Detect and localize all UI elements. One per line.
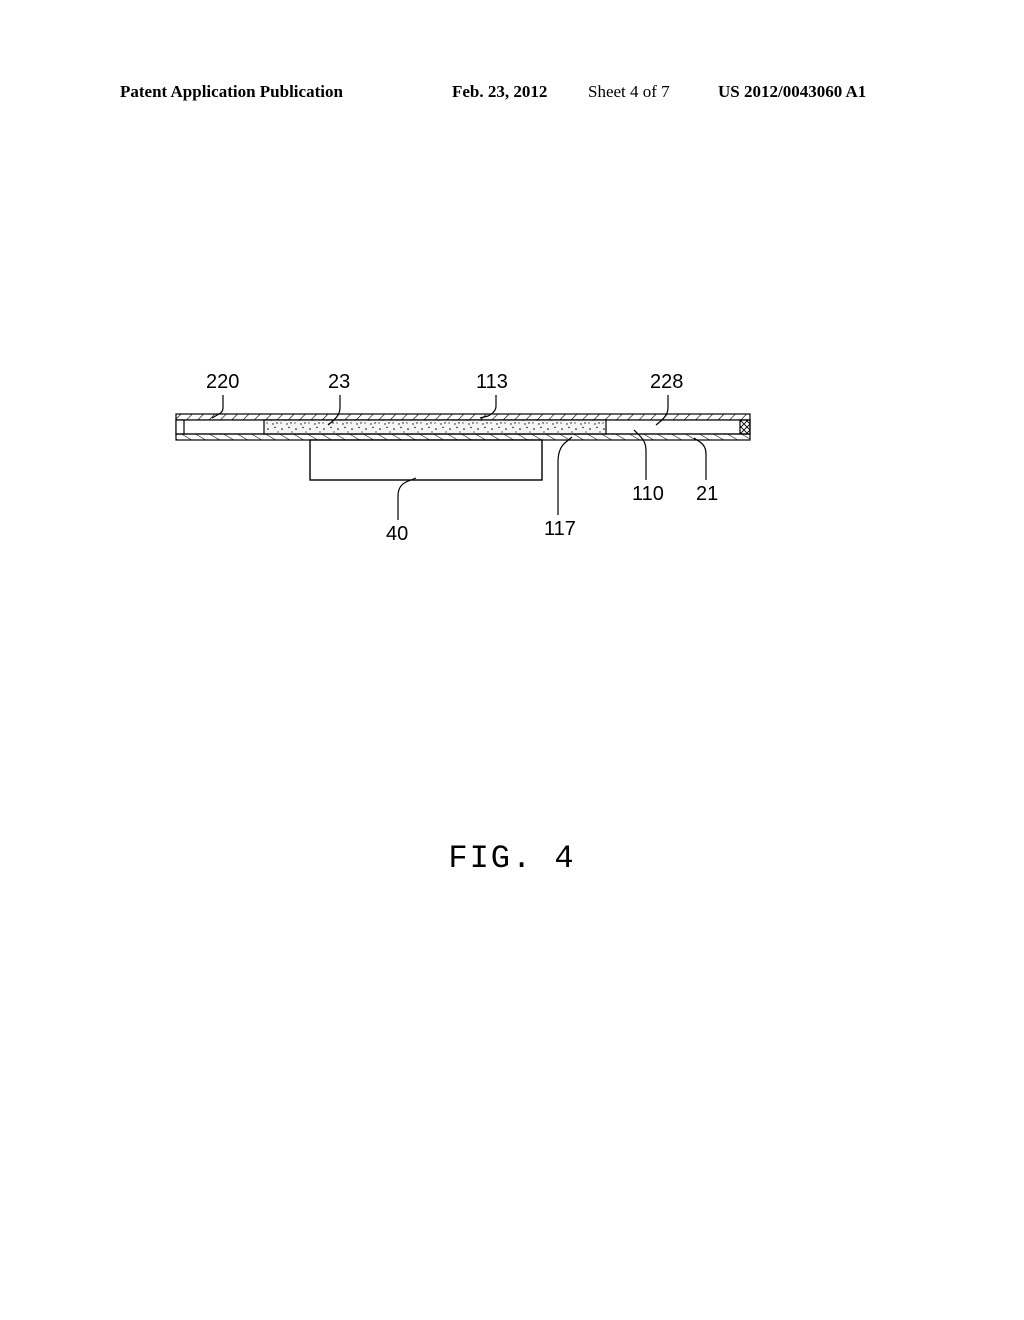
label-113: 113 <box>476 371 508 393</box>
label-228: 228 <box>650 371 683 393</box>
bottom-plate <box>176 434 750 440</box>
label-21: 21 <box>696 483 718 505</box>
publication-label: Patent Application Publication <box>120 82 343 102</box>
figure-4: 220 23 113 228 110 21 117 40 <box>168 370 768 570</box>
lead-40 <box>398 478 416 520</box>
lead-117 <box>558 437 572 515</box>
figure-caption: FIG. 4 <box>0 840 1024 877</box>
label-40: 40 <box>386 523 408 545</box>
wick <box>264 420 606 434</box>
figure-svg: 220 23 113 228 110 21 117 40 <box>168 370 768 580</box>
sheet-info: Sheet 4 of 7 <box>588 82 670 102</box>
publication-number: US 2012/0043060 A1 <box>718 82 866 102</box>
label-220: 220 <box>206 371 239 393</box>
heat-block <box>310 440 542 480</box>
lead-21 <box>694 438 706 480</box>
publication-date: Feb. 23, 2012 <box>452 82 547 102</box>
label-110: 110 <box>632 483 664 505</box>
label-117: 117 <box>544 518 576 540</box>
label-23: 23 <box>328 371 350 393</box>
right-spacer <box>740 420 750 434</box>
left-end-wall <box>176 420 184 434</box>
